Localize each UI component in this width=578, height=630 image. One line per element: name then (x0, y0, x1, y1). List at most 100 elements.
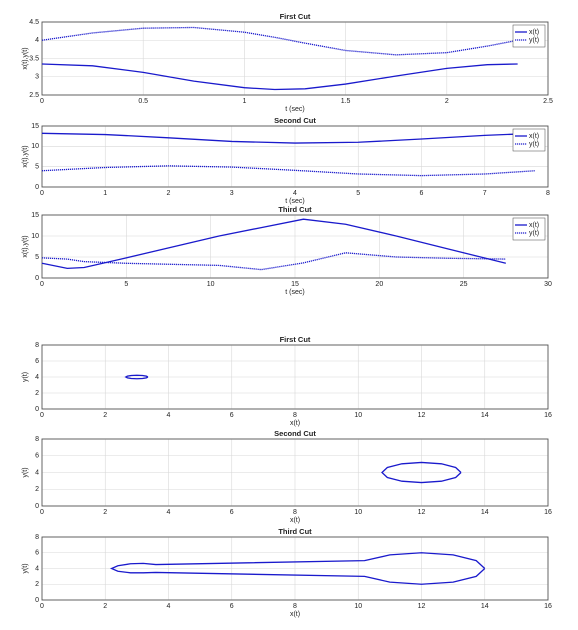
x-tick-label: 8 (293, 412, 297, 419)
y-tick-label: 2.5 (29, 92, 39, 99)
x-tick-label: 14 (481, 509, 489, 516)
plot-border (41, 125, 549, 188)
y-tick-label: 4 (35, 37, 39, 44)
y-tick-label: 4 (35, 469, 39, 476)
legend-label: y(t) (529, 141, 539, 148)
chart-title: Second Cut (274, 116, 316, 125)
y-tick-label: 2 (35, 390, 39, 397)
x-tick-label: 4 (167, 509, 171, 516)
series-line (41, 26, 518, 56)
x-axis-label: t (sec) (285, 289, 304, 296)
x-tick-label: 6 (230, 603, 234, 610)
x-tick-label: 0 (40, 281, 44, 288)
x-tick-label: 2 (103, 509, 107, 516)
legend-label: y(t) (529, 37, 539, 44)
legend-box (512, 217, 546, 241)
x-tick-label: 8 (546, 190, 550, 197)
x-tick-label: 20 (375, 281, 383, 288)
x-tick-label: 1.5 (341, 98, 351, 105)
x-tick-label: 2.5 (543, 98, 553, 105)
x-tick-label: 4 (167, 603, 171, 610)
x-axis-label: x(t) (290, 517, 300, 524)
y-tick-label: 6 (35, 358, 39, 365)
x-tick-label: 0 (40, 98, 44, 105)
x-tick-label: 1 (103, 190, 107, 197)
series-line (124, 374, 149, 380)
x-tick-label: 12 (418, 412, 426, 419)
x-tick-label: 3 (230, 190, 234, 197)
series-line (41, 218, 506, 269)
x-tick-label: 16 (544, 509, 552, 516)
y-tick-label: 8 (35, 342, 39, 349)
y-tick-label: 4 (35, 374, 39, 381)
series-line (41, 63, 518, 91)
chart-title: First Cut (280, 12, 311, 21)
y-axis-label: x(t),y(t) (22, 235, 29, 257)
x-tick-label: 2 (103, 603, 107, 610)
y-tick-label: 2 (35, 486, 39, 493)
y-tick-label: 10 (31, 233, 39, 240)
x-tick-label: 0 (40, 509, 44, 516)
legend-label: x(t) (529, 222, 539, 229)
legend-label: x(t) (529, 133, 539, 140)
x-tick-label: 10 (354, 603, 362, 610)
plot-border (41, 344, 549, 410)
x-tick-label: 1 (242, 98, 246, 105)
plot-border (41, 438, 549, 507)
y-tick-label: 8 (35, 436, 39, 443)
x-tick-label: 6 (420, 190, 424, 197)
plot-border (41, 21, 549, 96)
y-tick-label: 5 (35, 254, 39, 261)
x-tick-label: 6 (230, 509, 234, 516)
x-tick-label: 0 (40, 190, 44, 197)
x-tick-label: 8 (293, 509, 297, 516)
legend-box (512, 24, 546, 48)
x-tick-label: 5 (124, 281, 128, 288)
y-tick-label: 10 (31, 143, 39, 150)
x-tick-label: 8 (293, 603, 297, 610)
x-tick-label: 12 (418, 509, 426, 516)
y-tick-label: 0 (35, 406, 39, 413)
y-tick-label: 15 (31, 212, 39, 219)
y-tick-label: 0 (35, 503, 39, 510)
x-tick-label: 15 (291, 281, 299, 288)
y-axis-label: x(t),y(t) (22, 145, 29, 167)
y-tick-label: 4.5 (29, 19, 39, 26)
x-tick-label: 10 (354, 412, 362, 419)
x-tick-label: 10 (354, 509, 362, 516)
legend-label: y(t) (529, 230, 539, 237)
y-tick-label: 4 (35, 565, 39, 572)
y-tick-label: 2 (35, 581, 39, 588)
series-line (381, 461, 462, 484)
series-line (41, 132, 536, 144)
y-axis-label: y(t) (22, 563, 29, 573)
legend-label: x(t) (529, 29, 539, 36)
legend-box (512, 128, 546, 152)
y-tick-label: 0 (35, 275, 39, 282)
x-tick-label: 7 (483, 190, 487, 197)
x-tick-label: 16 (544, 603, 552, 610)
y-axis-label: y(t) (22, 372, 29, 382)
x-tick-label: 30 (544, 281, 552, 288)
chart-title: Third Cut (278, 527, 312, 536)
x-tick-label: 4 (293, 190, 297, 197)
y-tick-label: 3 (35, 74, 39, 81)
y-axis-label: x(t),y(t) (22, 47, 29, 69)
x-tick-label: 2 (445, 98, 449, 105)
x-axis-label: t (sec) (285, 198, 304, 205)
x-tick-label: 12 (418, 603, 426, 610)
y-tick-label: 5 (35, 164, 39, 171)
series-line (41, 165, 536, 177)
x-tick-label: 5 (356, 190, 360, 197)
plot-border (41, 214, 549, 279)
x-tick-label: 2 (167, 190, 171, 197)
y-tick-label: 15 (31, 123, 39, 130)
y-tick-label: 6 (35, 453, 39, 460)
x-tick-label: 0.5 (138, 98, 148, 105)
x-tick-label: 14 (481, 412, 489, 419)
y-tick-label: 3.5 (29, 55, 39, 62)
x-axis-label: t (sec) (285, 106, 304, 113)
series-line (41, 252, 506, 271)
y-tick-label: 0 (35, 597, 39, 604)
